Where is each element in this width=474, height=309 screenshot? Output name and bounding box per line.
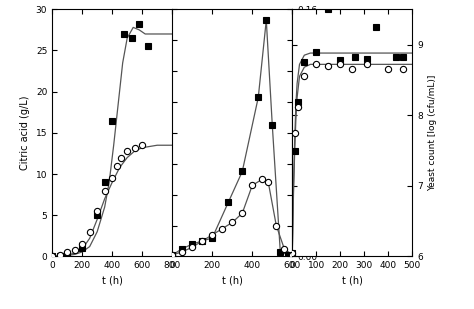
X-axis label: t (h): t (h) — [102, 276, 123, 286]
X-axis label: t (h): t (h) — [222, 276, 243, 286]
X-axis label: t (h): t (h) — [342, 276, 363, 286]
Text: r_c [g citric acid/(L.h)]: r_c [g citric acid/(L.h)] — [295, 87, 304, 179]
Y-axis label: Yeast count [log (cfu/mL)]: Yeast count [log (cfu/mL)] — [428, 75, 438, 191]
Y-axis label: Citric acid (g/L): Citric acid (g/L) — [20, 95, 30, 170]
